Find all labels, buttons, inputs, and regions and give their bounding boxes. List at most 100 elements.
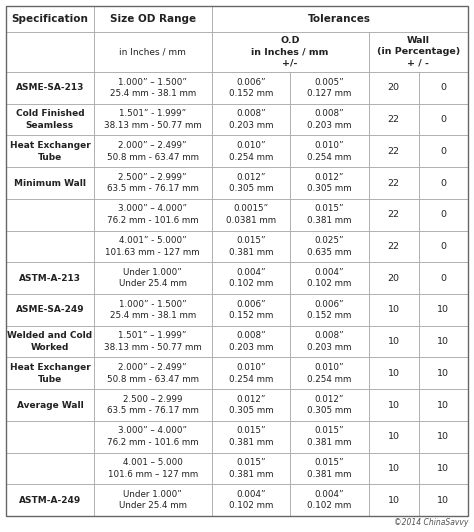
Text: Heat Exchanger
Tube: Heat Exchanger Tube bbox=[9, 141, 90, 162]
Bar bbox=[419, 453, 468, 484]
Bar bbox=[369, 72, 419, 104]
Text: 0.008”
0.203 mm: 0.008” 0.203 mm bbox=[307, 331, 352, 352]
Text: 10: 10 bbox=[438, 464, 449, 473]
Bar bbox=[211, 199, 290, 230]
Text: ASTM-A-249: ASTM-A-249 bbox=[19, 496, 81, 505]
Bar bbox=[6, 453, 94, 484]
Text: 4.001 – 5.000
101.6 mm – 127 mm: 4.001 – 5.000 101.6 mm – 127 mm bbox=[108, 458, 198, 479]
Bar bbox=[419, 326, 468, 358]
Text: 0.010”
0.254 mm: 0.010” 0.254 mm bbox=[307, 141, 352, 162]
Bar bbox=[369, 230, 419, 262]
Text: 0.025”
0.635 mm: 0.025” 0.635 mm bbox=[307, 236, 352, 256]
Text: 22: 22 bbox=[388, 147, 400, 156]
Text: 0.0015”
0.0381 mm: 0.0015” 0.0381 mm bbox=[226, 204, 276, 225]
Bar bbox=[290, 389, 369, 421]
Bar bbox=[290, 72, 369, 104]
Bar bbox=[419, 199, 468, 230]
Bar bbox=[6, 326, 94, 358]
Bar bbox=[211, 104, 290, 136]
Text: 0.006”
0.152 mm: 0.006” 0.152 mm bbox=[307, 300, 352, 320]
Text: 0.015”
0.381 mm: 0.015” 0.381 mm bbox=[307, 427, 352, 447]
Text: 22: 22 bbox=[388, 179, 400, 187]
Text: Under 1.000”
Under 25.4 mm: Under 1.000” Under 25.4 mm bbox=[118, 490, 187, 510]
Text: 0.004”
0.102 mm: 0.004” 0.102 mm bbox=[307, 268, 352, 288]
Text: Cold Finished
Seamless: Cold Finished Seamless bbox=[16, 110, 84, 130]
Bar bbox=[369, 136, 419, 167]
Bar bbox=[369, 389, 419, 421]
Bar bbox=[94, 136, 211, 167]
Text: 0.008”
0.203 mm: 0.008” 0.203 mm bbox=[307, 110, 352, 130]
Bar bbox=[419, 104, 468, 136]
Text: 0.015”
0.381 mm: 0.015” 0.381 mm bbox=[228, 427, 273, 447]
Bar bbox=[419, 358, 468, 389]
Bar bbox=[211, 6, 468, 32]
Text: 10: 10 bbox=[438, 305, 449, 314]
Bar bbox=[369, 421, 419, 453]
Text: 10: 10 bbox=[388, 337, 400, 346]
Text: 0.010”
0.254 mm: 0.010” 0.254 mm bbox=[228, 141, 273, 162]
Text: 0.004”
0.102 mm: 0.004” 0.102 mm bbox=[228, 490, 273, 510]
Bar bbox=[6, 294, 94, 326]
Text: 0: 0 bbox=[440, 84, 447, 93]
Bar bbox=[211, 421, 290, 453]
Bar bbox=[94, 104, 211, 136]
Text: 0.012”
0.305 mm: 0.012” 0.305 mm bbox=[228, 395, 273, 415]
Text: 0: 0 bbox=[440, 179, 447, 187]
Text: 10: 10 bbox=[438, 401, 449, 410]
Bar bbox=[6, 32, 94, 72]
Bar bbox=[369, 294, 419, 326]
Bar bbox=[419, 484, 468, 516]
Text: 0.015”
0.381 mm: 0.015” 0.381 mm bbox=[228, 236, 273, 256]
Bar bbox=[290, 104, 369, 136]
Bar bbox=[369, 326, 419, 358]
Text: 22: 22 bbox=[388, 242, 400, 251]
Text: Heat Exchanger
Tube: Heat Exchanger Tube bbox=[9, 363, 90, 384]
Text: 2.500 – 2.999
63.5 mm - 76.17 mm: 2.500 – 2.999 63.5 mm - 76.17 mm bbox=[107, 395, 199, 415]
Text: 10: 10 bbox=[388, 464, 400, 473]
Text: 0: 0 bbox=[440, 273, 447, 282]
Text: 1.000” - 1.500”
25.4 mm - 38.1 mm: 1.000” - 1.500” 25.4 mm - 38.1 mm bbox=[109, 300, 196, 320]
Bar bbox=[211, 294, 290, 326]
Text: 0.004”
0.102 mm: 0.004” 0.102 mm bbox=[228, 268, 273, 288]
Bar bbox=[94, 230, 211, 262]
Text: 0.012”
0.305 mm: 0.012” 0.305 mm bbox=[228, 173, 273, 193]
Text: Under 1.000”
Under 25.4 mm: Under 1.000” Under 25.4 mm bbox=[118, 268, 187, 288]
Bar bbox=[290, 484, 369, 516]
Bar bbox=[419, 136, 468, 167]
Bar bbox=[94, 453, 211, 484]
Text: 10: 10 bbox=[438, 432, 449, 441]
Text: 1.501” – 1.999”
38.13 mm - 50.77 mm: 1.501” – 1.999” 38.13 mm - 50.77 mm bbox=[104, 331, 201, 352]
Bar bbox=[369, 104, 419, 136]
Bar bbox=[211, 453, 290, 484]
Bar bbox=[419, 230, 468, 262]
Bar bbox=[6, 72, 94, 104]
Text: 3.000” – 4.000”
76.2 mm - 101.6 mm: 3.000” – 4.000” 76.2 mm - 101.6 mm bbox=[107, 204, 199, 225]
Bar bbox=[6, 358, 94, 389]
Bar bbox=[94, 358, 211, 389]
Bar bbox=[290, 199, 369, 230]
Bar bbox=[419, 262, 468, 294]
Bar bbox=[369, 32, 468, 72]
Bar bbox=[290, 358, 369, 389]
Text: 10: 10 bbox=[438, 369, 449, 378]
Bar bbox=[211, 72, 290, 104]
Text: 0: 0 bbox=[440, 242, 447, 251]
Text: 22: 22 bbox=[388, 210, 400, 219]
Bar bbox=[94, 6, 211, 32]
Bar bbox=[211, 326, 290, 358]
Bar bbox=[290, 136, 369, 167]
Text: Wall
(in Percentage)
+ / -: Wall (in Percentage) + / - bbox=[377, 36, 460, 68]
Bar bbox=[211, 262, 290, 294]
Text: 0.015”
0.381 mm: 0.015” 0.381 mm bbox=[307, 204, 352, 225]
Bar bbox=[6, 421, 94, 453]
Text: 0.015”
0.381 mm: 0.015” 0.381 mm bbox=[228, 458, 273, 479]
Bar bbox=[6, 167, 94, 199]
Bar bbox=[94, 72, 211, 104]
Text: 20: 20 bbox=[388, 273, 400, 282]
Bar bbox=[290, 294, 369, 326]
Text: 1.000” – 1.500”
25.4 mm - 38.1 mm: 1.000” – 1.500” 25.4 mm - 38.1 mm bbox=[109, 78, 196, 98]
Bar bbox=[369, 262, 419, 294]
Text: 0.012”
0.305 mm: 0.012” 0.305 mm bbox=[307, 173, 352, 193]
Text: Specification: Specification bbox=[11, 14, 88, 24]
Text: ASTM-A-213: ASTM-A-213 bbox=[19, 273, 81, 282]
